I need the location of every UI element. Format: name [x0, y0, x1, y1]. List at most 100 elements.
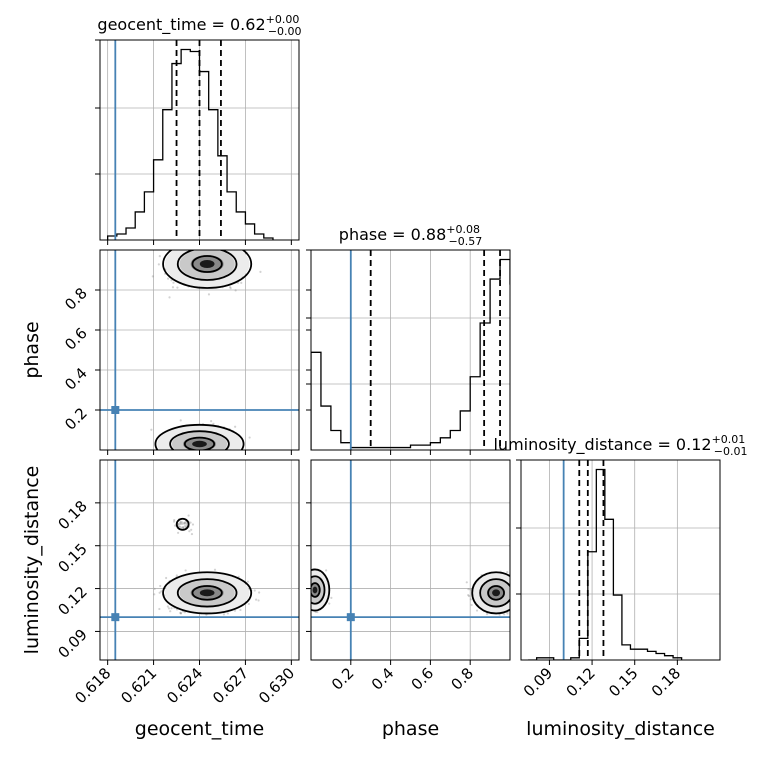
contour-line	[311, 582, 321, 598]
sample-point	[510, 603, 512, 605]
ytick-label: 0.15	[54, 540, 90, 576]
truth-point	[346, 613, 355, 622]
sample-point	[514, 592, 516, 594]
sample-point	[179, 419, 182, 422]
xtick-label: 0.18	[648, 664, 684, 700]
sample-point	[211, 246, 213, 248]
contour-line	[311, 575, 326, 605]
sample-point	[159, 584, 162, 588]
sample-point	[181, 522, 184, 526]
sample-point	[307, 577, 309, 579]
sample-point	[304, 586, 306, 588]
sample-point	[227, 244, 229, 246]
contour-line	[479, 578, 510, 608]
sample-point	[179, 520, 182, 524]
sample-point	[307, 602, 309, 604]
density-peak	[492, 589, 501, 597]
sample-point	[197, 455, 199, 457]
sample-point	[178, 525, 181, 528]
title-sup: +0.08	[446, 223, 480, 236]
sample-point	[465, 581, 468, 584]
sample-point	[239, 608, 242, 612]
sample-point	[208, 453, 210, 455]
sample-point	[511, 608, 513, 610]
sample-point	[522, 584, 524, 586]
panel-title-geocent_time: geocent_time = 0.62+0.00 −0.00	[97, 13, 301, 38]
sample-point	[187, 242, 189, 244]
sample-point	[306, 590, 308, 592]
sample-point	[222, 461, 224, 463]
sample-point	[506, 612, 509, 615]
histogram-geocent_time	[107, 48, 274, 240]
sample-point	[224, 245, 226, 247]
sample-point	[229, 287, 232, 290]
sample-point	[170, 607, 173, 610]
hist-panel-geocent_time: geocent_time = 0.62+0.00 −0.00	[95, 13, 302, 241]
contour-line	[176, 250, 238, 281]
sample-point	[510, 606, 512, 608]
sample-point	[180, 451, 182, 453]
sample-point	[187, 514, 190, 517]
sample-point	[209, 456, 211, 458]
sample-point	[196, 246, 198, 248]
sample-point	[308, 591, 310, 593]
sample-point	[153, 587, 156, 590]
sample-point	[208, 245, 210, 247]
sample-point	[184, 246, 186, 248]
sample-point	[188, 530, 191, 533]
sample-point	[305, 577, 307, 579]
ytick-label: 0.2	[61, 404, 91, 434]
sample-point	[475, 609, 479, 612]
title-main: luminosity_distance = 0.12	[493, 435, 711, 455]
sample-point	[192, 244, 194, 246]
sample-point	[212, 422, 215, 425]
sample-point	[228, 286, 232, 289]
sample-point	[302, 598, 304, 600]
ytick-label: 0.4	[61, 364, 91, 394]
sample-point	[179, 612, 183, 615]
sample-point	[512, 584, 514, 586]
sample-point	[189, 451, 191, 453]
xtick-label: 0.618	[71, 664, 114, 707]
sample-point	[151, 275, 154, 278]
sample-point	[168, 296, 171, 299]
sample-point	[180, 521, 184, 524]
sample-point	[309, 590, 311, 592]
sample-point	[189, 521, 192, 524]
panel-title-phase: phase = 0.88+0.08 −0.57	[339, 223, 482, 248]
sample-point	[185, 242, 187, 244]
sample-point	[231, 243, 233, 245]
density-peak	[312, 586, 318, 594]
sample-point	[515, 588, 517, 590]
sample-point	[183, 522, 186, 525]
sample-point	[192, 243, 194, 245]
sample-point	[207, 293, 211, 296]
sample-point	[240, 281, 243, 285]
contour-line	[471, 571, 510, 615]
sample-point	[224, 453, 226, 455]
sample-point	[180, 450, 182, 452]
sample-point	[253, 589, 256, 592]
sample-point	[510, 599, 512, 601]
sample-point	[195, 242, 197, 244]
sample-point	[181, 243, 183, 245]
sample-point	[181, 526, 184, 529]
sample-point	[211, 237, 213, 239]
scatter-panel-geocent_time-luminosity_distance	[99, 459, 300, 661]
sample-point	[208, 451, 210, 453]
sample-point	[224, 455, 226, 457]
density-layer	[150, 237, 262, 463]
scatter-panel-phase-luminosity_distance	[302, 459, 524, 661]
sample-point	[307, 585, 309, 587]
sample-point	[517, 591, 519, 593]
ytick-label: 0.18	[54, 497, 90, 533]
sample-point	[176, 453, 178, 455]
sample-point	[171, 286, 175, 289]
sample-point	[173, 518, 176, 522]
sample-point	[306, 594, 308, 596]
sample-point	[514, 588, 516, 590]
truth-point	[111, 406, 120, 414]
sample-point	[157, 263, 160, 266]
xaxis-label-phase: phase	[382, 718, 439, 740]
sample-point	[512, 598, 514, 600]
